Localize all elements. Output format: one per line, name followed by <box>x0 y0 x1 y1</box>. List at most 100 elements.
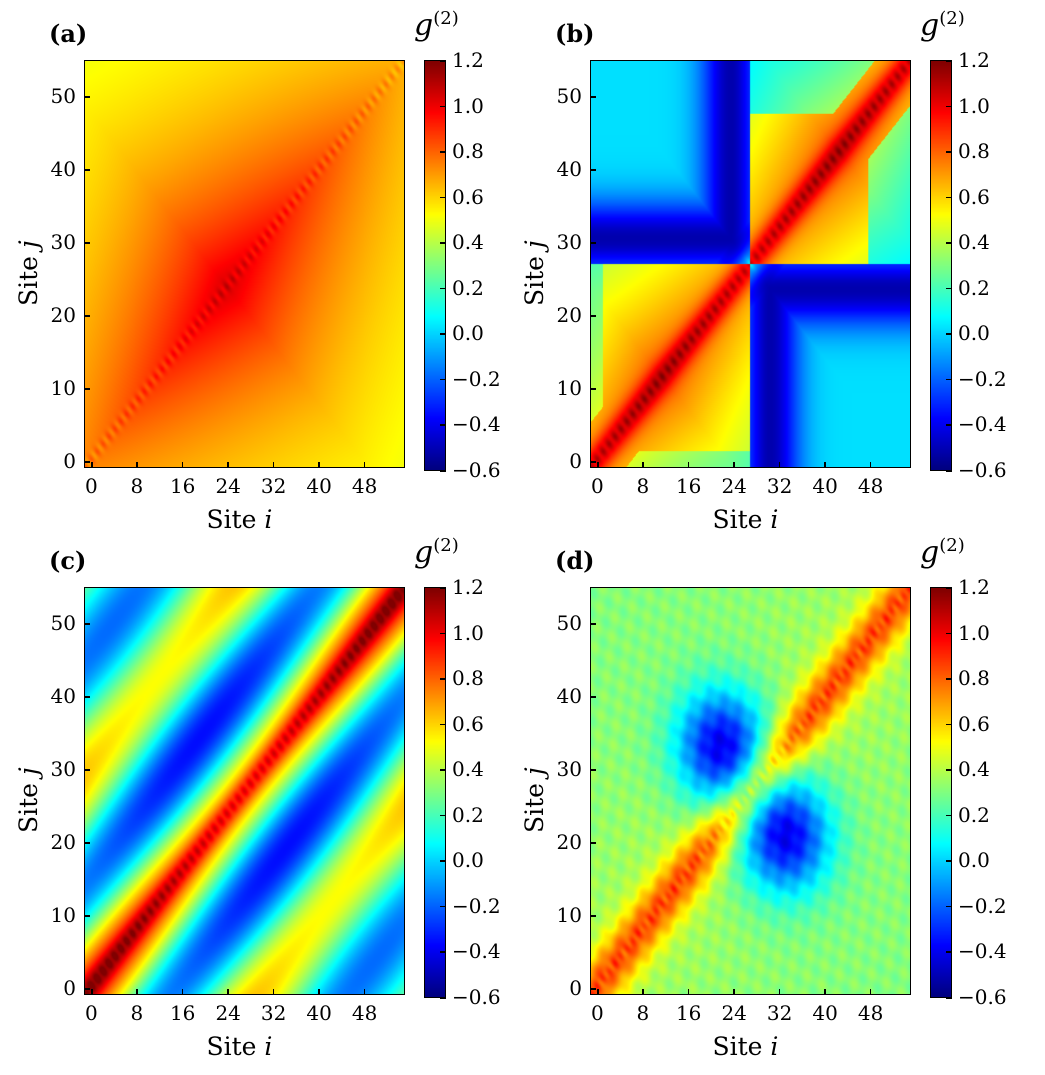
x-tick-mark <box>227 989 229 995</box>
colorbar-tick-label: 1.2 <box>958 575 990 599</box>
colorbar <box>930 587 952 998</box>
colorbar-tick-mark <box>440 905 446 908</box>
x-tick-mark <box>318 989 320 995</box>
panel-label: (b) <box>555 19 595 48</box>
y-tick-label: 20 <box>556 303 582 328</box>
y-axis-label-text: Site <box>520 248 549 306</box>
x-tick-label: 8 <box>636 474 650 498</box>
colorbar-tick-mark <box>946 287 952 290</box>
y-axis-label-text: Site <box>520 775 549 833</box>
x-tick-label: 16 <box>675 1001 702 1025</box>
x-tick-label: 48 <box>857 474 884 498</box>
y-tick-mark <box>590 96 596 98</box>
x-tick-mark <box>869 989 872 995</box>
x-tick-mark <box>778 462 781 468</box>
x-tick-label: 8 <box>130 1001 144 1025</box>
colorbar-tick-mark <box>440 378 446 381</box>
colorbar-tick-mark <box>440 196 446 199</box>
y-axis-label: Site j <box>14 240 43 306</box>
colorbar-tick-mark <box>946 632 952 635</box>
colorbar-tick-mark <box>440 951 446 953</box>
x-tick-mark <box>136 462 138 468</box>
x-tick-mark <box>642 989 644 995</box>
colorbar <box>424 587 446 998</box>
colorbar-tick-mark <box>440 723 446 726</box>
colorbar-tick-label: 0.8 <box>958 666 990 691</box>
y-tick-label: 10 <box>50 376 76 401</box>
heatmap-image <box>590 60 911 468</box>
x-tick-label: 32 <box>260 1001 287 1025</box>
panel-label: (a) <box>49 19 88 48</box>
colorbar-title-symbol: g <box>920 535 940 570</box>
x-tick-mark <box>318 462 320 468</box>
colorbar-tick-label: 0.2 <box>958 275 990 300</box>
x-tick-mark <box>363 989 366 995</box>
panel-label: (d) <box>555 546 595 575</box>
chart-panel-c: (c) g(2) 0 8 16 24 32 40 48 0 10 20 30 40 50 Site i Site… <box>0 527 539 1067</box>
y-tick-label: 10 <box>50 903 76 928</box>
y-axis-label: Site j <box>520 767 549 833</box>
y-tick-label: 30 <box>50 230 76 255</box>
y-tick-label: 40 <box>556 157 582 182</box>
colorbar-tick-label: 0.2 <box>452 275 484 300</box>
colorbar-tick-label: −0.2 <box>958 366 1007 391</box>
y-tick-mark <box>84 769 90 771</box>
panel-label: (c) <box>49 546 87 575</box>
colorbar-tick-label: −0.2 <box>452 366 501 391</box>
x-tick-label: 24 <box>215 1001 241 1025</box>
x-tick-label: 16 <box>169 474 196 498</box>
x-tick-label: 0 <box>591 1001 604 1025</box>
colorbar-tick-mark <box>440 60 446 62</box>
x-tick-label: 0 <box>85 1001 98 1025</box>
x-tick-mark <box>824 989 826 995</box>
y-axis-label-text: Site <box>14 775 43 833</box>
colorbar-tick-label: 0.4 <box>452 757 484 782</box>
y-tick-mark <box>84 623 90 625</box>
colorbar-tick-label: 0.4 <box>958 230 990 255</box>
chart-panel-b: (b) g(2) 0 8 16 24 32 40 48 0 10 20 30 40 50 Site i Site… <box>506 0 1045 540</box>
x-tick-label: 40 <box>306 474 332 498</box>
x-tick-label: 48 <box>351 1001 378 1025</box>
heatmap-image <box>84 587 405 995</box>
colorbar-tick-label: −0.6 <box>958 985 1007 1009</box>
x-tick-mark <box>91 989 93 995</box>
x-axis-label-var: i <box>770 1032 779 1061</box>
y-tick-mark <box>590 315 596 317</box>
colorbar-tick-mark <box>440 333 446 335</box>
colorbar-tick-label: 1.2 <box>452 48 484 72</box>
x-tick-mark <box>642 462 644 468</box>
colorbar-tick-label: 0.8 <box>452 666 484 691</box>
colorbar-title: g(2) <box>414 8 459 43</box>
colorbar-title-symbol: g <box>414 535 434 570</box>
colorbar-tick-label: 0.6 <box>958 184 990 209</box>
colorbar-tick-mark <box>946 105 952 108</box>
y-tick-label: 0 <box>569 449 582 473</box>
heatmap-image <box>590 587 911 995</box>
x-tick-label: 0 <box>591 474 604 498</box>
colorbar-tick-mark <box>440 287 446 290</box>
chart-panel-d: (d) g(2) 0 8 16 24 32 40 48 0 10 20 30 40 50 Site i Site… <box>506 527 1045 1067</box>
y-tick-mark <box>590 988 596 990</box>
colorbar-tick-label: 0.8 <box>452 139 484 164</box>
x-tick-mark <box>227 462 229 468</box>
y-tick-label: 30 <box>556 757 582 782</box>
colorbar-tick-mark <box>440 632 446 635</box>
x-tick-mark <box>136 989 138 995</box>
x-tick-mark <box>733 462 735 468</box>
colorbar-tick-mark <box>440 997 446 999</box>
x-tick-label: 16 <box>169 1001 196 1025</box>
y-tick-mark <box>84 915 90 917</box>
colorbar-tick-label: 1.2 <box>958 48 990 72</box>
x-axis-label-var: i <box>264 505 273 534</box>
x-tick-label: 32 <box>260 474 287 498</box>
x-axis-label-text: Site <box>712 505 771 534</box>
y-tick-label: 40 <box>50 157 76 182</box>
x-tick-label: 48 <box>351 474 378 498</box>
x-tick-label: 24 <box>721 474 747 498</box>
x-tick-mark <box>687 989 690 995</box>
x-axis-label: Site i <box>207 1032 273 1061</box>
colorbar-tick-label: 0.6 <box>452 711 484 736</box>
x-axis-label-text: Site <box>206 1032 265 1061</box>
y-tick-mark <box>590 242 596 244</box>
x-tick-label: 40 <box>812 1001 838 1025</box>
